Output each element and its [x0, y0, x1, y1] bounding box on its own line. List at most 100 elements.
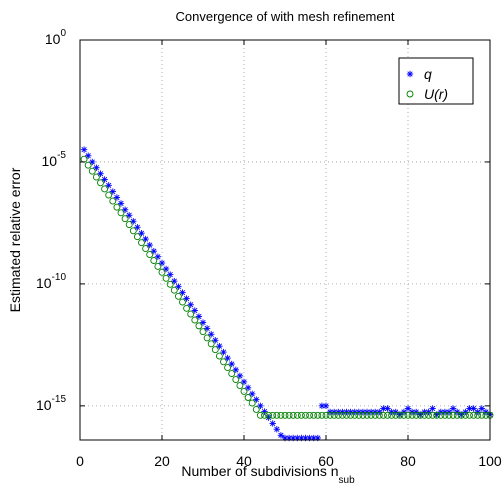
data-point-q — [134, 224, 141, 231]
data-point-q — [183, 295, 190, 302]
y-tick-label: 10-5 — [42, 150, 67, 169]
data-point-u-r — [363, 411, 371, 419]
data-point-u-r — [133, 233, 141, 241]
data-point-u-r — [224, 364, 232, 372]
data-point-u-r — [470, 411, 478, 419]
data-point-u-r — [162, 274, 170, 282]
data-point-q — [277, 432, 285, 439]
data-point-u-r — [97, 179, 104, 187]
data-point-u-r — [453, 411, 461, 419]
y-tick-label: 10-10 — [36, 272, 66, 291]
data-point-u-r — [433, 411, 441, 419]
data-point-u-r — [375, 411, 383, 419]
data-point-u-r — [154, 262, 162, 270]
data-point-q — [253, 396, 260, 403]
data-point-q — [101, 176, 108, 183]
data-point-u-r — [457, 411, 465, 419]
data-point-u-r — [449, 411, 457, 419]
data-point-q — [244, 384, 252, 391]
data-point-u-r — [297, 411, 305, 419]
data-point-u-r — [347, 411, 355, 419]
data-point-u-r — [244, 394, 252, 401]
data-point-u-r — [113, 203, 121, 211]
legend-q-symbol — [406, 70, 414, 78]
data-point-u-r — [461, 411, 469, 419]
data-point-u-r — [412, 411, 420, 419]
data-point-u-r — [101, 185, 109, 193]
data-point-q — [105, 182, 112, 189]
data-point-q — [150, 247, 157, 255]
x-tick-label: 0 — [76, 453, 84, 469]
data-point-u-r — [379, 411, 387, 419]
data-point-u-r — [183, 304, 191, 312]
data-point-q — [109, 188, 116, 195]
data-point-u-r — [310, 411, 318, 419]
data-point-u-r — [437, 411, 445, 419]
data-point-u-r — [121, 215, 129, 223]
data-point-q — [199, 319, 207, 326]
data-point-q — [89, 158, 96, 166]
data-point-u-r — [129, 227, 137, 235]
data-point-u-r — [326, 411, 334, 419]
data-point-u-r — [330, 411, 338, 419]
data-point-q — [208, 331, 215, 338]
y-axis-label: Estimated relative error — [7, 167, 23, 312]
data-point-u-r — [117, 209, 125, 217]
plot-frame — [79, 39, 491, 441]
x-tick-label: 20 — [154, 453, 170, 469]
data-point-q — [158, 259, 166, 267]
data-point-u-r — [179, 298, 186, 306]
data-point-q — [138, 229, 145, 237]
legend-q-label: q — [424, 66, 432, 82]
data-point-u-r — [170, 286, 178, 294]
data-point-u-r — [416, 411, 424, 419]
data-point-u-r — [404, 411, 412, 419]
data-point-u-r — [285, 411, 293, 419]
data-point-q — [195, 313, 203, 320]
x-axis-label-subscript: sub — [339, 475, 356, 486]
data-point-u-r — [174, 292, 182, 300]
data-point-u-r — [351, 411, 359, 419]
data-point-u-r — [248, 399, 256, 407]
grid-lines — [80, 40, 490, 440]
data-point-u-r — [343, 411, 350, 419]
data-point-q — [146, 241, 153, 249]
data-point-q — [269, 420, 276, 427]
data-point-q — [322, 402, 330, 410]
y-tick-label: 10-15 — [36, 394, 66, 413]
data-point-u-r — [146, 251, 154, 258]
data-point-u-r — [359, 411, 367, 419]
data-point-u-r — [207, 340, 215, 348]
x-axis-label-main: Number of subdivisions n — [181, 463, 338, 479]
data-point-u-r — [265, 411, 273, 419]
data-point-u-r — [334, 411, 342, 419]
data-point-q — [191, 307, 198, 314]
legend-q-marker — [406, 70, 414, 78]
data-point-q — [232, 366, 239, 374]
data-point-u-r — [289, 411, 297, 419]
x-tick-label: 100 — [478, 453, 502, 469]
data-point-u-r — [228, 370, 236, 378]
data-point-u-r — [302, 411, 309, 419]
data-point-q — [466, 405, 473, 412]
data-point-u-r — [252, 406, 260, 413]
legend-u-label: U(r) — [424, 86, 448, 102]
x-axis-label: Number of subdivisions nsub — [181, 463, 355, 486]
legend: q U(r) — [398, 57, 474, 105]
data-point-u-r — [384, 411, 391, 419]
data-point-u-r — [191, 316, 199, 324]
data-point-u-r — [105, 191, 113, 199]
data-point-q — [224, 354, 231, 362]
data-point-q — [97, 170, 104, 177]
data-point-u-r — [84, 161, 92, 169]
data-point-u-r — [240, 387, 248, 395]
data-point-q — [273, 426, 280, 433]
data-point-u-r — [195, 322, 203, 330]
data-point-u-r — [420, 411, 428, 419]
series-q — [80, 146, 494, 442]
data-point-q — [80, 146, 88, 153]
data-point-q — [257, 402, 264, 410]
legend-u-marker — [406, 90, 414, 98]
legend-u-symbol — [406, 90, 414, 98]
